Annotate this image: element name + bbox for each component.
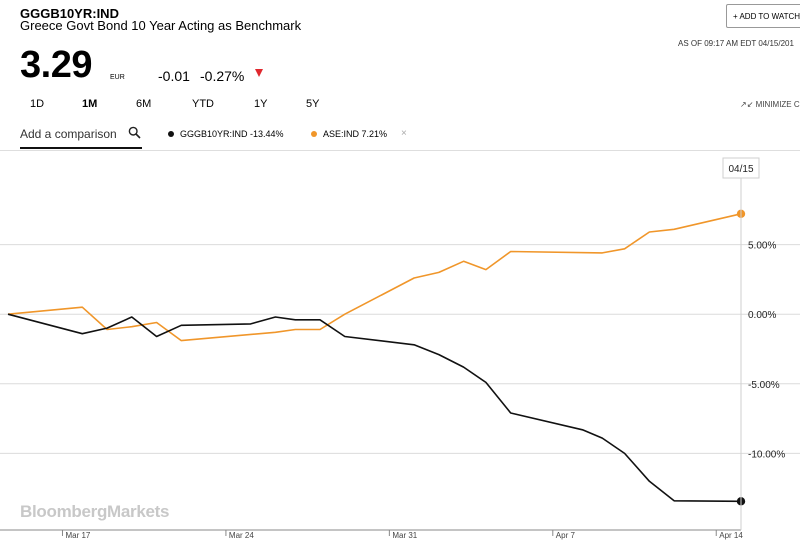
x-tick-label: Apr 7 [556, 531, 576, 540]
add-comparison-input[interactable]: Add a comparison [20, 127, 117, 141]
range-tab-6m[interactable]: 6M [136, 98, 152, 110]
legend-primary-label: GGGB10YR:IND -13.44% [180, 129, 284, 139]
hover-date-box [722, 157, 760, 179]
x-tick-label: Mar 31 [392, 531, 417, 540]
legend-dot-comparison [311, 131, 317, 137]
x-tick-label: Apr 14 [719, 531, 743, 540]
range-tab-1m[interactable]: 1M [82, 98, 98, 110]
legend-comparison: ASE:IND 7.21% [311, 129, 387, 139]
legend-dot-primary [168, 131, 174, 137]
minimize-label: MINIMIZE C [755, 100, 800, 109]
as-of-timestamp: AS OF 09:17 AM EDT 04/15/201 [678, 39, 794, 48]
security-name: Greece Govt Bond 10 Year Acting as Bench… [20, 18, 302, 33]
hover-date-label: 04/15 [728, 164, 753, 175]
search-icon[interactable] [128, 126, 141, 139]
currency-label: EUR [110, 74, 125, 81]
range-tab-1y[interactable]: 1Y [254, 98, 268, 110]
legend-comparison-label: ASE:IND 7.21% [323, 129, 388, 139]
y-tick-label: 5.00% [748, 241, 776, 252]
remove-comparison-close-icon[interactable]: × [401, 128, 407, 139]
minimize-icon: ↗↙ [740, 100, 754, 109]
y-tick-label: 0.00% [748, 310, 776, 321]
y-tick-label: -5.00% [748, 380, 780, 391]
minimize-chart-button[interactable]: ↗↙ MINIMIZE C [740, 100, 800, 109]
price-change: -0.01 [158, 68, 190, 84]
range-tab-1d[interactable]: 1D [30, 98, 45, 110]
x-tick-label: Mar 17 [65, 531, 90, 540]
series-line-gggb10yr [7, 313, 742, 503]
y-tick-label: -10.00% [748, 449, 785, 460]
range-tab-ytd[interactable]: YTD [192, 98, 214, 110]
comparison-underline [20, 147, 142, 149]
down-arrow-icon [255, 69, 263, 77]
series-line-ase [7, 213, 742, 342]
range-tab-5y[interactable]: 5Y [306, 98, 320, 110]
legend-primary: GGGB10YR:IND -13.44% [168, 129, 284, 139]
price-change-percent: -0.27% [200, 68, 245, 84]
last-price: 3.29 [20, 44, 92, 86]
add-to-watchlist-button[interactable]: + ADD TO WATCH [726, 4, 800, 28]
x-tick-label: Mar 24 [229, 531, 254, 540]
ticker-symbol: GGGB10YR:IND [20, 6, 119, 21]
brand-watermark: BloombergMarkets [20, 502, 170, 521]
header-divider [0, 150, 800, 151]
